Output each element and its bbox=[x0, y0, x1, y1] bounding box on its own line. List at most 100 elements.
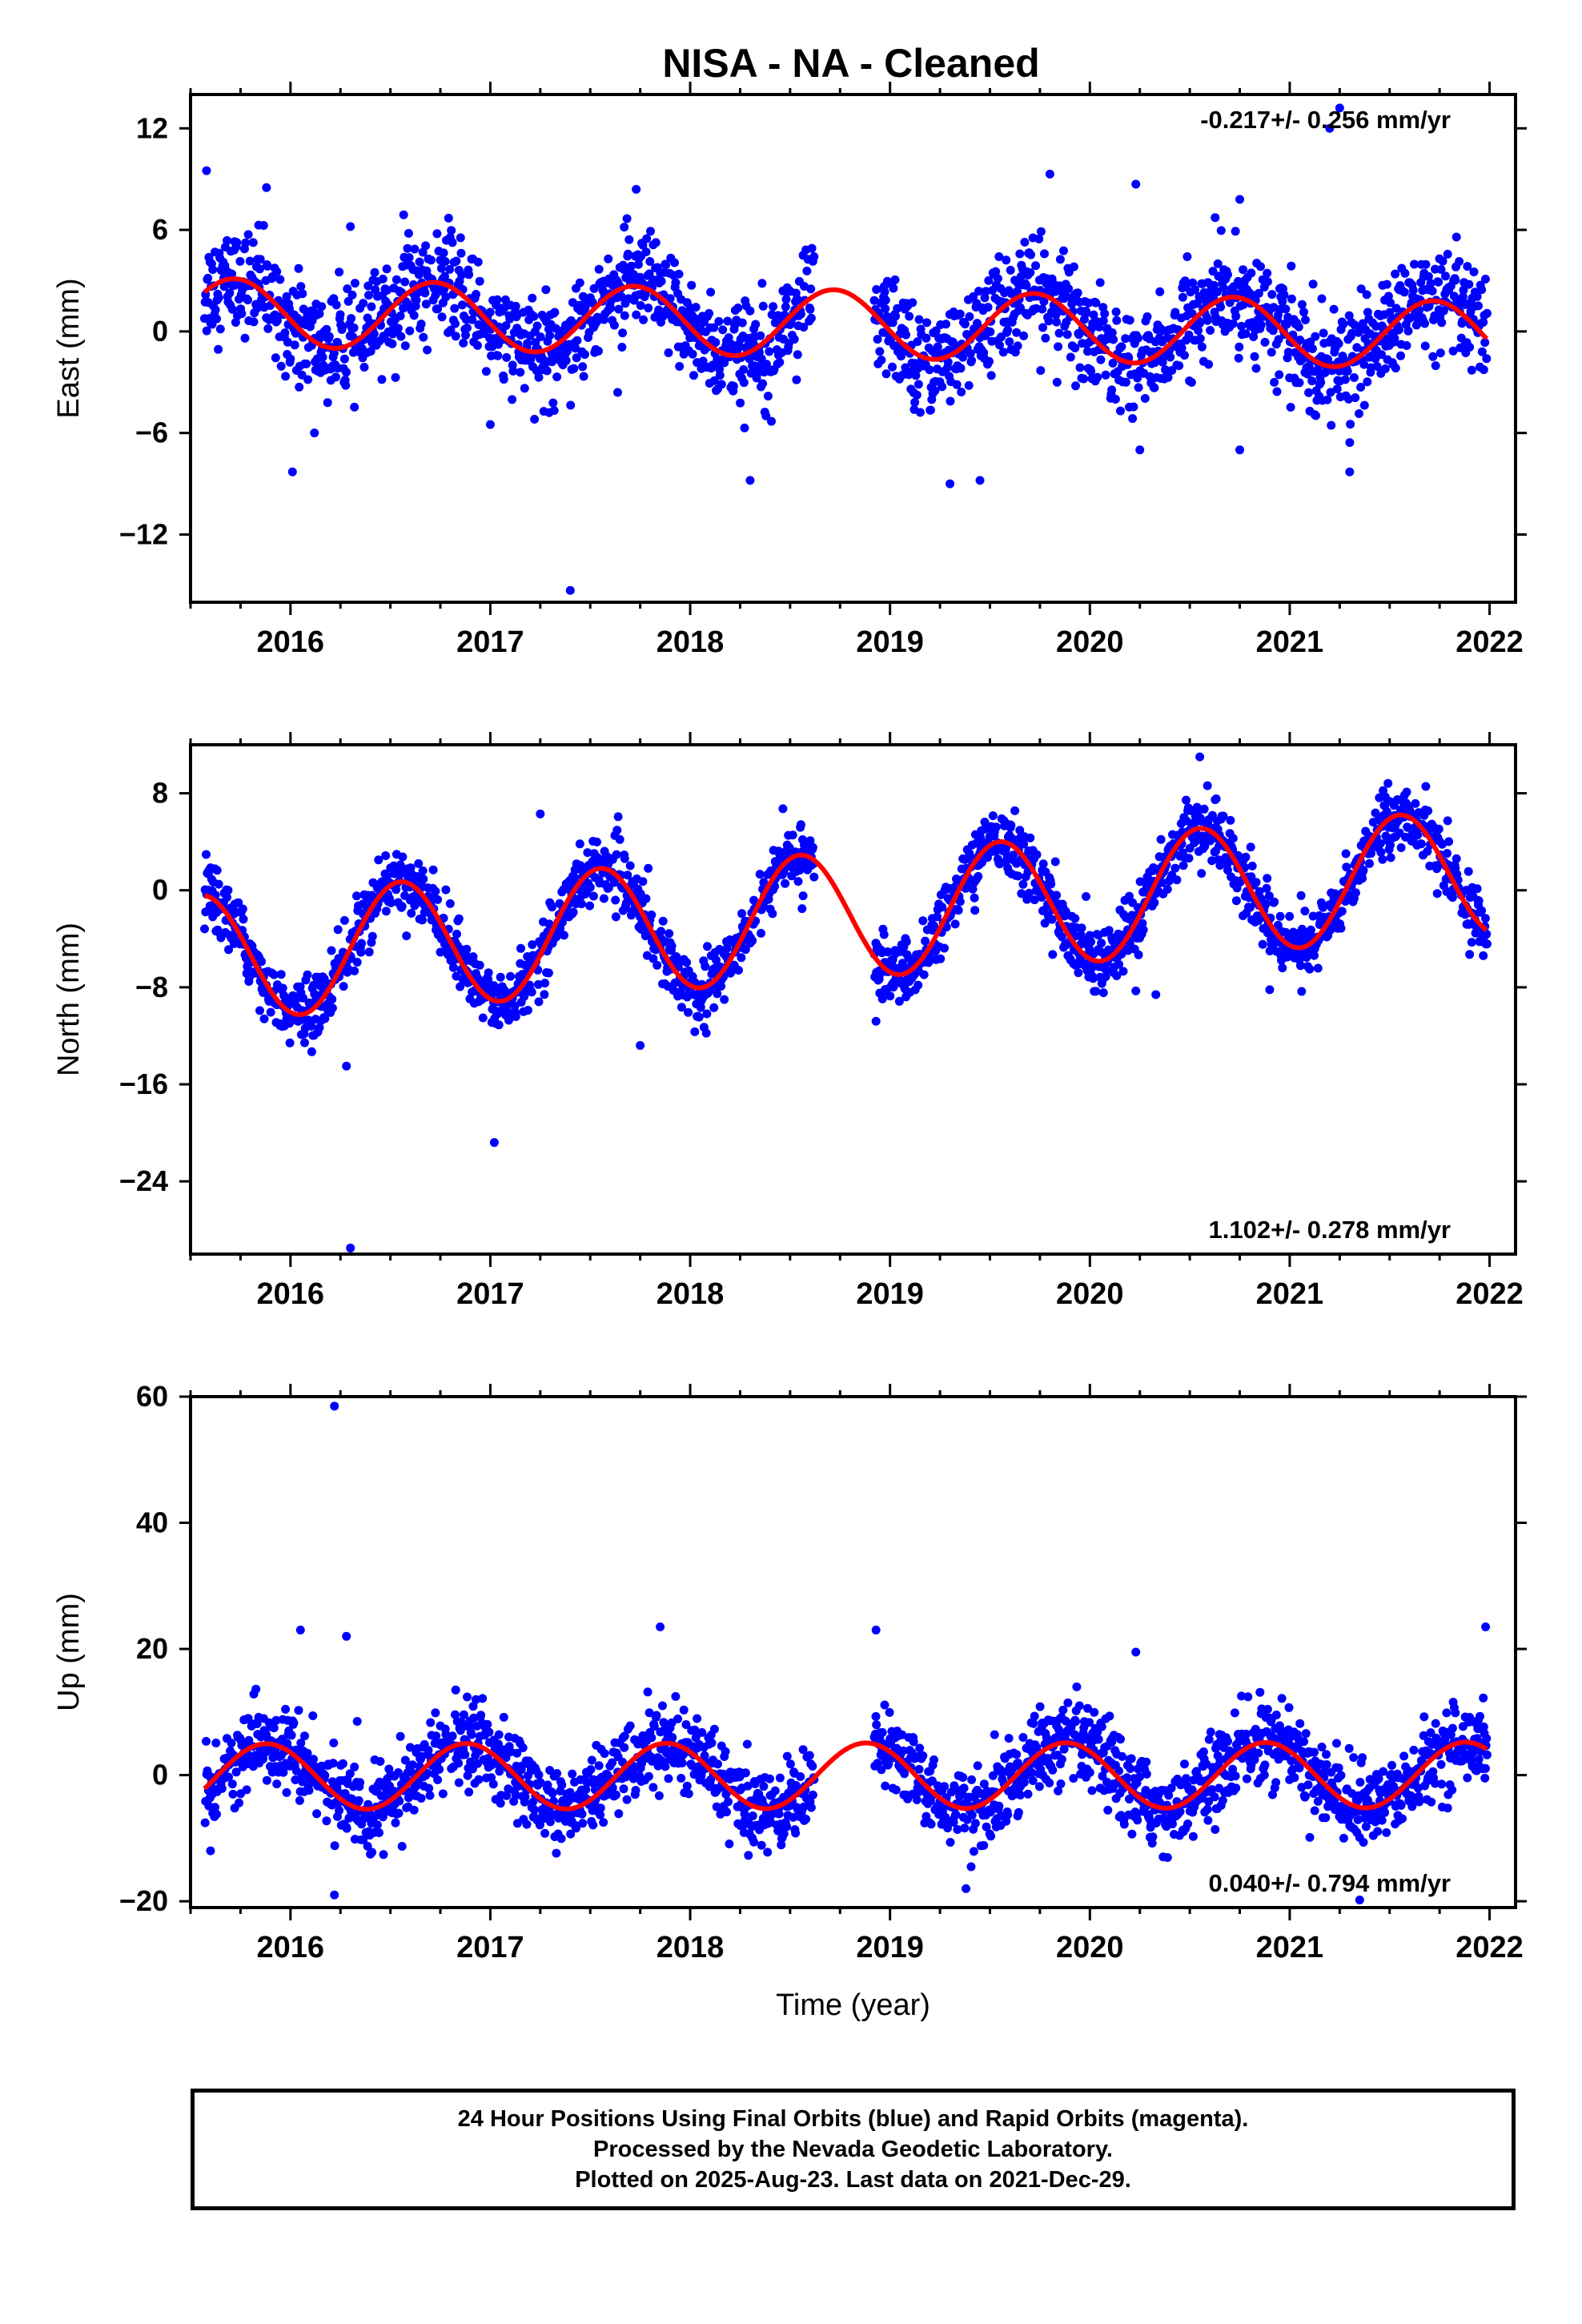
data-point bbox=[694, 1012, 704, 1022]
data-point bbox=[435, 1764, 444, 1774]
data-point bbox=[1020, 237, 1030, 247]
data-point bbox=[1448, 346, 1458, 356]
data-point bbox=[496, 972, 505, 982]
data-point bbox=[1451, 275, 1460, 285]
data-point bbox=[1261, 899, 1271, 909]
data-point bbox=[1263, 874, 1272, 883]
data-point bbox=[1107, 385, 1117, 395]
data-point bbox=[599, 894, 608, 903]
data-point bbox=[1356, 383, 1366, 392]
data-point bbox=[994, 252, 1004, 261]
data-point bbox=[644, 1771, 653, 1781]
data-point bbox=[576, 899, 586, 909]
data-point bbox=[1045, 169, 1054, 179]
data-point bbox=[1272, 387, 1282, 396]
data-point bbox=[1295, 961, 1305, 971]
data-point bbox=[1402, 341, 1411, 350]
data-point bbox=[1444, 837, 1454, 846]
data-point bbox=[329, 1738, 339, 1747]
data-point bbox=[588, 891, 598, 901]
data-point bbox=[473, 257, 483, 267]
data-point bbox=[224, 945, 233, 955]
data-point bbox=[440, 271, 449, 281]
data-point bbox=[1334, 339, 1343, 348]
data-point bbox=[452, 929, 461, 939]
data-point bbox=[1339, 320, 1348, 329]
data-point bbox=[530, 415, 540, 424]
data-point bbox=[1015, 826, 1025, 835]
data-point bbox=[291, 1766, 301, 1775]
data-point bbox=[1246, 842, 1255, 852]
data-point bbox=[281, 372, 291, 381]
data-point bbox=[913, 980, 923, 990]
y-tick-label: 0 bbox=[152, 315, 168, 348]
data-point bbox=[1263, 268, 1272, 278]
data-point bbox=[1482, 939, 1492, 949]
data-point bbox=[1116, 406, 1125, 416]
data-point bbox=[387, 339, 397, 348]
data-point bbox=[227, 1739, 236, 1748]
data-point bbox=[1187, 309, 1197, 319]
data-point bbox=[310, 428, 319, 438]
data-point bbox=[936, 954, 946, 963]
data-point bbox=[338, 1759, 347, 1768]
data-point bbox=[798, 891, 808, 901]
data-point bbox=[1464, 866, 1473, 876]
data-point bbox=[348, 332, 358, 341]
data-point bbox=[789, 335, 799, 344]
data-point bbox=[287, 467, 297, 476]
data-point bbox=[625, 1721, 635, 1731]
data-point bbox=[309, 1755, 318, 1764]
data-point bbox=[600, 1749, 609, 1759]
x-tick-label: 2021 bbox=[1256, 625, 1324, 659]
data-point bbox=[1052, 377, 1062, 387]
data-point bbox=[1047, 915, 1057, 924]
data-point bbox=[618, 328, 628, 338]
data-point bbox=[612, 850, 621, 859]
data-point bbox=[1410, 259, 1419, 269]
data-point bbox=[1299, 308, 1308, 317]
data-point bbox=[622, 214, 632, 223]
data-point bbox=[468, 1702, 478, 1711]
data-point bbox=[308, 1711, 318, 1720]
data-point bbox=[641, 247, 651, 256]
data-point bbox=[1260, 337, 1270, 347]
data-point bbox=[211, 305, 220, 315]
data-point bbox=[560, 931, 568, 940]
data-point bbox=[914, 315, 924, 324]
data-point bbox=[456, 248, 466, 258]
data-point bbox=[1163, 372, 1173, 382]
data-point bbox=[488, 1779, 498, 1789]
data-point bbox=[312, 1809, 322, 1819]
data-point bbox=[1365, 858, 1374, 868]
data-point bbox=[1420, 319, 1429, 328]
data-point bbox=[359, 299, 368, 308]
data-point bbox=[1482, 308, 1492, 318]
data-point bbox=[636, 1041, 645, 1051]
data-point bbox=[1082, 892, 1090, 901]
data-point bbox=[1423, 806, 1433, 815]
data-point bbox=[578, 362, 588, 372]
data-point bbox=[1474, 896, 1484, 906]
data-point bbox=[296, 1739, 306, 1747]
data-point bbox=[212, 314, 221, 324]
data-point bbox=[379, 1850, 388, 1860]
data-point bbox=[1332, 384, 1342, 394]
data-point bbox=[1351, 393, 1360, 403]
data-point bbox=[661, 260, 671, 270]
data-point bbox=[1026, 250, 1035, 259]
data-point bbox=[1358, 874, 1367, 883]
data-point bbox=[703, 942, 712, 951]
data-point bbox=[1239, 265, 1248, 275]
data-point bbox=[294, 263, 303, 273]
data-point bbox=[1150, 898, 1159, 907]
data-point bbox=[1083, 347, 1092, 356]
data-point bbox=[370, 267, 379, 277]
data-point bbox=[585, 901, 595, 911]
data-point bbox=[404, 228, 413, 238]
chart-title: NISA - NA - Cleaned bbox=[662, 41, 1039, 86]
data-point bbox=[1402, 787, 1411, 797]
data-point bbox=[1044, 316, 1054, 326]
data-point bbox=[712, 955, 721, 965]
